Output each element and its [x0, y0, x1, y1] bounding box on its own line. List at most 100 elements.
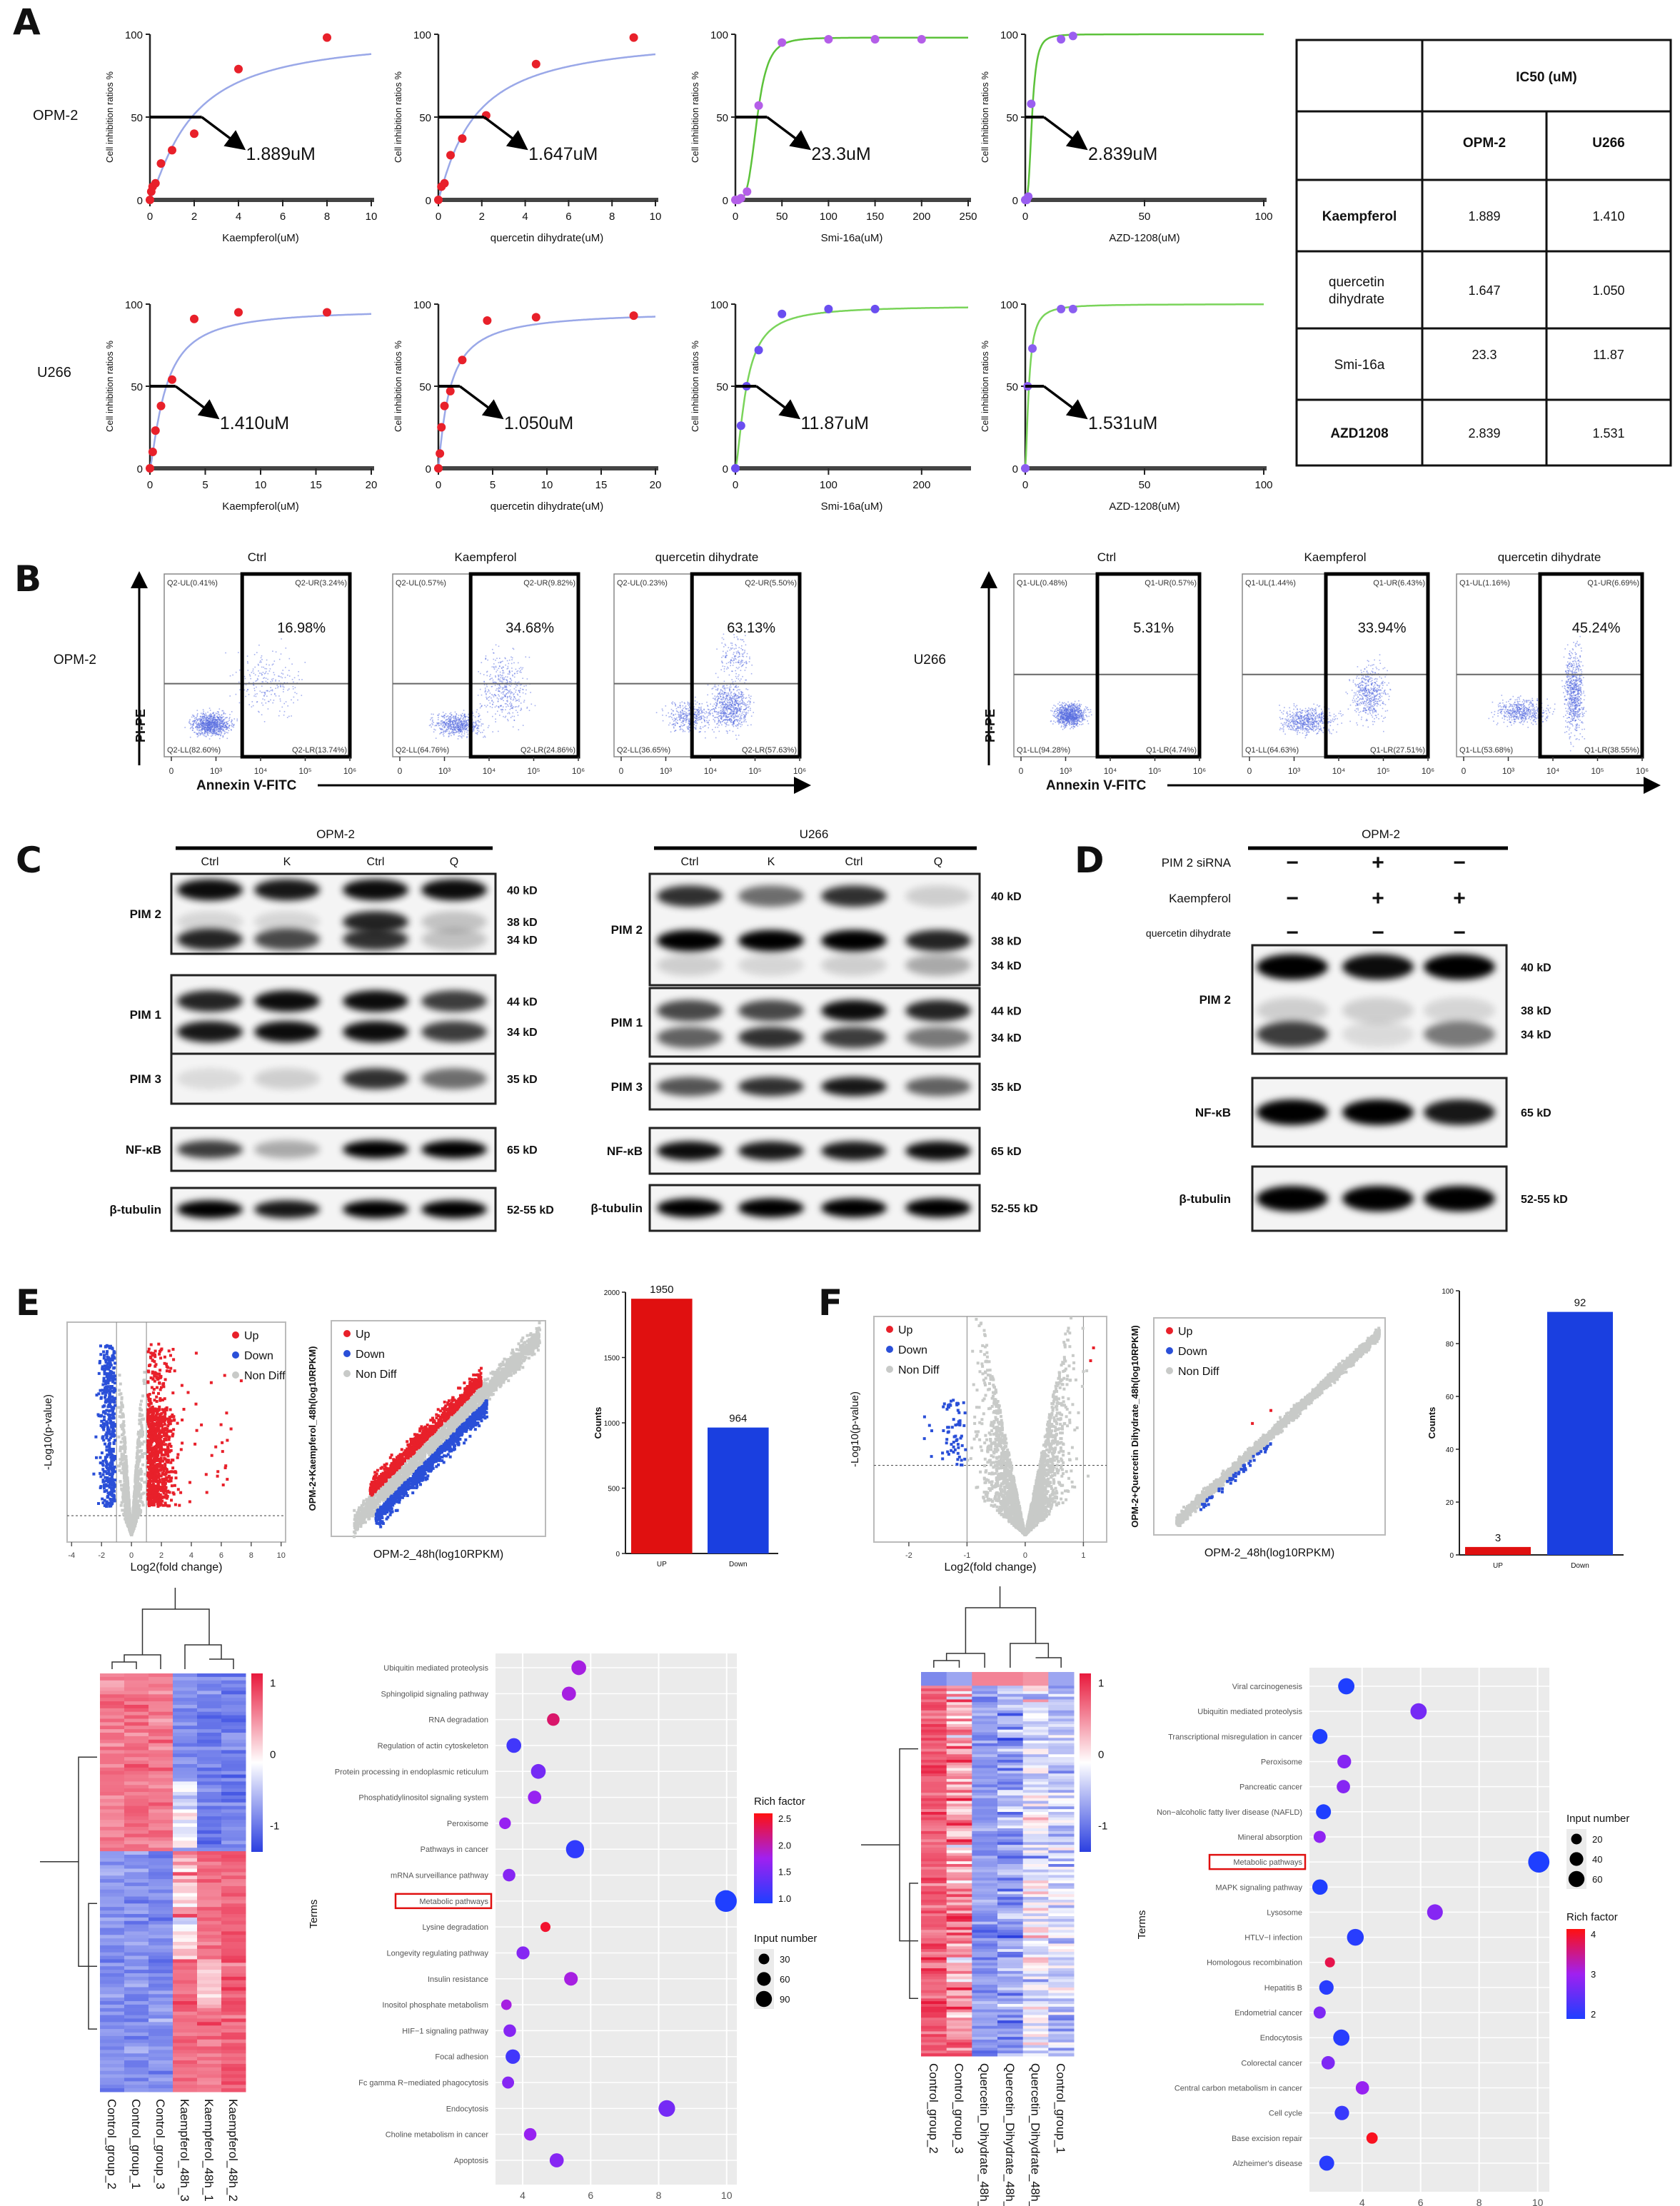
event-dot	[738, 701, 740, 703]
event-dot	[221, 710, 223, 712]
event-dot	[725, 652, 727, 653]
event-dot	[209, 725, 211, 727]
apoptosis-gate	[1095, 572, 1202, 759]
event-dot	[198, 726, 201, 727]
event-dot	[210, 724, 211, 725]
event-dot	[223, 721, 226, 723]
event-dot	[705, 725, 707, 727]
event-dot	[534, 705, 536, 707]
event-dot	[1067, 715, 1069, 717]
event-dot	[1083, 710, 1085, 712]
event-dot	[1072, 717, 1074, 719]
event-dot	[715, 717, 716, 718]
event-dot	[728, 668, 729, 669]
event-dot	[239, 669, 241, 671]
event-dot	[1076, 720, 1078, 722]
event-dot	[707, 705, 708, 706]
event-dot	[706, 720, 708, 722]
event-dot	[723, 720, 725, 721]
event-dot	[223, 712, 225, 715]
event-dot	[205, 720, 207, 722]
event-dot	[253, 695, 255, 697]
event-dot	[1068, 712, 1070, 714]
event-dot	[463, 727, 465, 730]
event-dot	[452, 720, 453, 722]
event-dot	[744, 716, 746, 717]
event-dot	[721, 699, 723, 701]
event-dot	[733, 648, 735, 650]
event-dot	[203, 719, 205, 721]
event-dot	[678, 712, 680, 713]
event-dot	[1073, 704, 1075, 705]
event-dot	[1331, 720, 1333, 722]
event-dot	[674, 720, 676, 721]
event-dot	[689, 714, 691, 715]
event-dot	[259, 690, 261, 692]
event-dot	[252, 668, 254, 670]
event-dot	[216, 715, 218, 717]
y-tick-label: 100	[413, 299, 431, 311]
event-dot	[1065, 720, 1067, 722]
event-dot	[747, 704, 749, 705]
event-dot	[442, 729, 444, 731]
event-dot	[450, 721, 451, 722]
data-point	[234, 64, 243, 74]
event-dot	[443, 732, 445, 734]
event-dot	[1073, 724, 1075, 725]
event-dot	[735, 701, 737, 703]
event-dot	[217, 722, 218, 724]
event-dot	[723, 685, 724, 687]
event-dot	[1060, 719, 1062, 720]
event-dot	[1070, 721, 1072, 722]
event-dot	[219, 723, 221, 725]
event-dot	[675, 704, 676, 705]
event-dot	[431, 713, 433, 715]
event-dot	[1067, 713, 1070, 715]
event-dot	[506, 668, 508, 670]
event-dot	[738, 674, 740, 676]
event-dot	[508, 690, 510, 692]
event-dot	[1077, 705, 1078, 707]
y-tick-label: 100	[710, 299, 728, 311]
event-dot	[478, 715, 480, 717]
event-dot	[216, 711, 218, 712]
event-dot	[730, 692, 732, 695]
event-dot	[683, 717, 685, 720]
event-dot	[753, 712, 754, 713]
event-dot	[700, 726, 701, 727]
event-dot	[203, 719, 204, 721]
event-dot	[1060, 715, 1062, 716]
event-dot	[724, 665, 725, 668]
event-dot	[193, 721, 196, 723]
event-dot	[1279, 718, 1282, 720]
event-dot	[730, 662, 732, 663]
event-dot	[206, 717, 207, 720]
event-dot	[725, 688, 727, 689]
event-dot	[1317, 715, 1319, 717]
event-dot	[1304, 723, 1307, 725]
event-dot	[448, 732, 449, 735]
event-dot	[695, 714, 696, 715]
event-dot	[1062, 725, 1065, 727]
event-dot	[1071, 719, 1072, 720]
event-dot	[684, 710, 685, 712]
event-dot	[250, 678, 251, 680]
event-dot	[1070, 720, 1072, 721]
event-dot	[516, 700, 518, 701]
event-dot	[726, 711, 728, 712]
event-dot	[1297, 718, 1299, 720]
event-dot	[254, 674, 256, 676]
event-dot	[223, 716, 224, 717]
data-point	[168, 375, 176, 384]
event-dot	[1058, 715, 1060, 716]
event-dot	[717, 722, 718, 725]
event-dot	[1062, 712, 1064, 715]
event-dot	[1076, 722, 1078, 725]
event-dot	[1070, 706, 1071, 708]
event-dot	[253, 685, 255, 686]
x-tick-label: 10⁵	[748, 766, 761, 776]
event-dot	[446, 718, 448, 720]
event-dot	[204, 730, 206, 732]
event-dot	[1066, 711, 1067, 712]
event-dot	[723, 704, 725, 705]
